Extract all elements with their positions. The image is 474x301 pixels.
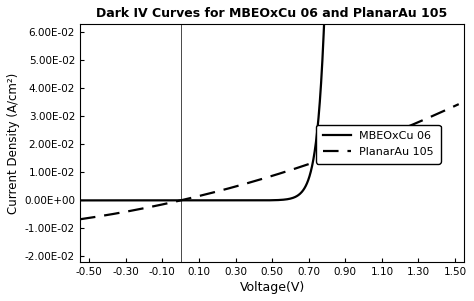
MBEOxCu 06 bbox=[77, 199, 83, 202]
MBEOxCu 06 bbox=[285, 197, 291, 201]
PlanarAu 105 bbox=[77, 217, 83, 221]
MBEOxCu 06 bbox=[322, 17, 328, 20]
Y-axis label: Current Density (A/cm²): Current Density (A/cm²) bbox=[7, 72, 20, 214]
Line: PlanarAu 105: PlanarAu 105 bbox=[80, 104, 459, 219]
MBEOxCu 06 bbox=[98, 199, 104, 202]
MBEOxCu 06 bbox=[337, 17, 343, 20]
PlanarAu 105 bbox=[307, 162, 313, 166]
MBEOxCu 06 bbox=[372, 17, 378, 20]
PlanarAu 105 bbox=[297, 165, 303, 169]
PlanarAu 105 bbox=[100, 214, 106, 217]
PlanarAu 105 bbox=[456, 102, 462, 106]
PlanarAu 105 bbox=[403, 126, 409, 129]
MBEOxCu 06 bbox=[276, 198, 282, 202]
Title: Dark IV Curves for MBEOxCu 06 and PlanarAu 105: Dark IV Curves for MBEOxCu 06 and Planar… bbox=[97, 7, 448, 20]
MBEOxCu 06 bbox=[295, 194, 301, 197]
X-axis label: Voltage(V): Voltage(V) bbox=[239, 281, 305, 294]
MBEOxCu 06 bbox=[419, 17, 425, 20]
PlanarAu 105 bbox=[365, 141, 370, 145]
Legend: MBEOxCu 06, PlanarAu 105: MBEOxCu 06, PlanarAu 105 bbox=[316, 125, 441, 163]
PlanarAu 105 bbox=[319, 158, 324, 162]
Line: MBEOxCu 06: MBEOxCu 06 bbox=[80, 18, 422, 200]
